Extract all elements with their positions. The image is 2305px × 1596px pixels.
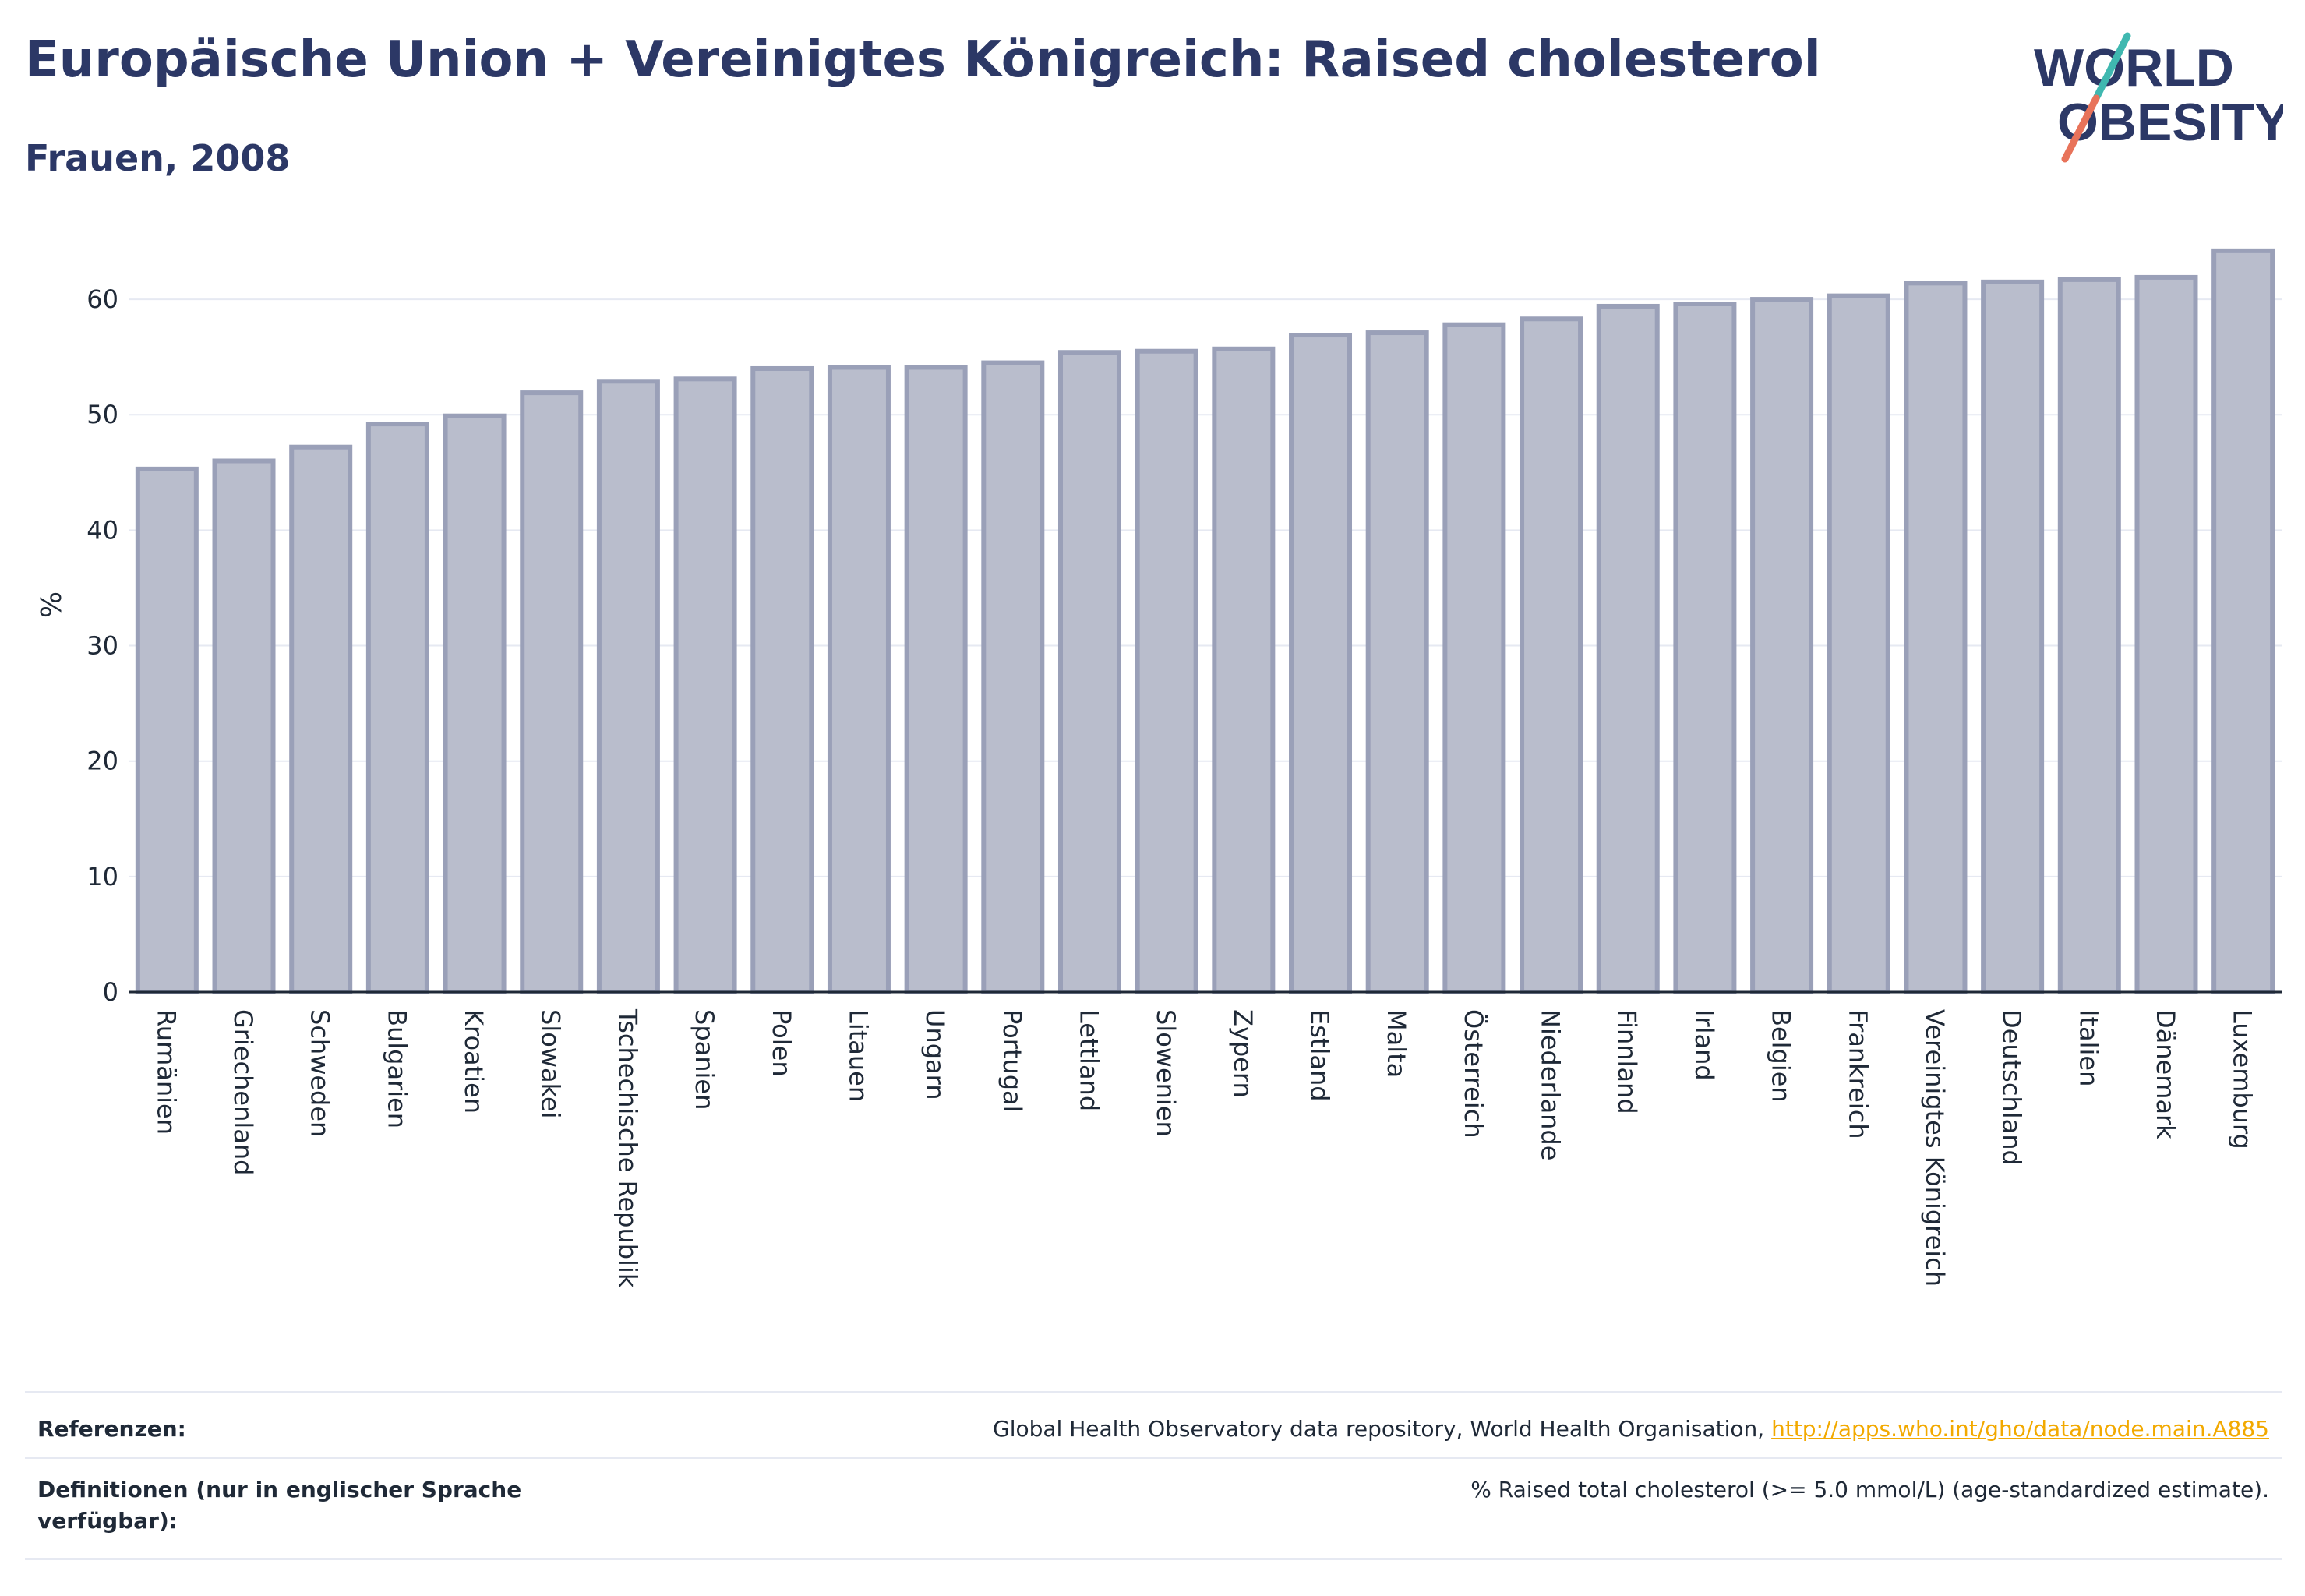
x-tick-label: Deutschland [1997,1009,2027,1166]
y-tick-label: 50 [86,400,118,429]
y-tick-label: 10 [86,862,118,892]
bar[interactable] [2057,277,2121,995]
bar[interactable] [1365,330,1429,994]
bar[interactable] [2211,248,2275,994]
x-tick-label: Luxemburg [2228,1009,2257,1149]
references-link[interactable]: http://apps.who.int/gho/data/node.main.A… [1771,1416,2269,1442]
footer: Referenzen: Global Health Observatory da… [25,1391,2282,1562]
bar[interactable] [1596,303,1660,995]
bar[interactable] [981,360,1045,994]
x-tick-label: Belgien [1767,1009,1796,1103]
bar[interactable] [365,422,429,994]
bar[interactable] [1289,333,1353,994]
references-text: Global Health Observatory data repositor… [993,1416,1772,1442]
bar[interactable] [827,365,891,995]
x-tick-label: Estland [1305,1009,1335,1102]
bar[interactable] [1827,293,1890,994]
x-tick-label: Vereinigtes Königreich [1920,1009,1950,1287]
x-tick-label: Griechenland [228,1009,258,1175]
y-tick-label: 0 [103,977,118,1007]
chart-subtitle: Frauen, 2008 [25,137,291,179]
x-tick-label: Bulgarien [382,1009,411,1128]
x-tick-label: Malta [1382,1009,1411,1078]
x-tick-label: Schweden [305,1009,335,1137]
x-tick-label: Ungarn [920,1009,950,1100]
x-tick-label: Tschechische Republik [612,1008,642,1288]
y-axis-label: % [36,591,68,618]
bar[interactable] [1057,350,1121,994]
bar[interactable] [2134,274,2198,995]
x-tick-label: Kroatien [459,1009,489,1114]
bar[interactable] [443,413,507,994]
bar[interactable] [750,365,814,994]
bar[interactable] [1520,316,1583,995]
x-tick-label: Frankreich [1843,1009,1873,1139]
footer-definitions-row: Definitionen (nur in englischer Sprache … [25,1457,2282,1560]
bar[interactable] [1442,322,1506,994]
x-tick-label: Polen [767,1009,796,1077]
footer-references-row: Referenzen: Global Health Observatory da… [25,1391,2282,1459]
y-axis-ticks: 0 10 20 30 40 50 60 [86,284,118,1007]
x-tick-label: Zypern [1228,1009,1258,1098]
logo-line1: WORLD [2034,38,2234,97]
bar[interactable] [1750,297,1814,995]
bar[interactable] [289,444,353,994]
x-tick-label: Irland [1689,1009,1719,1081]
bar[interactable] [212,458,276,994]
x-tick-label: Österreich [1459,1009,1488,1139]
bar[interactable] [1981,279,2045,995]
bar-chart: 0 10 20 30 40 50 60 Rumänien Griechenland Schwed… [36,248,2282,1288]
footer-bottom-border [25,1558,2282,1560]
bar[interactable] [904,365,968,995]
bar[interactable] [520,390,584,994]
y-tick-label: 60 [86,284,118,314]
x-tick-label: Italien [2074,1009,2103,1086]
y-tick-label: 40 [86,515,118,545]
references-label: Referenzen: [37,1416,186,1442]
x-tick-label: Litauen [843,1009,873,1102]
bar[interactable] [135,466,199,994]
definitions-value: % Raised total cholesterol (>= 5.0 mmol/… [1470,1477,2269,1502]
x-axis-ticks: Rumänien Griechenland Schweden Bulgarien Kro… [151,1008,2257,1288]
bars [135,248,2275,995]
x-tick-label: Slowakei [536,1009,566,1119]
x-tick-label: Finnland [1612,1009,1642,1114]
logo-slash-top [2092,32,2131,102]
world-obesity-logo: WORLD OBESITY [2034,32,2283,163]
chart-title: Europäische Union + Vereinigtes Königrei… [25,31,1821,89]
references-value: Global Health Observatory data repositor… [993,1414,2269,1445]
definitions-label: Definitionen (nur in englischer Sprache … [37,1477,522,1534]
x-tick-label: Portugal [997,1009,1027,1113]
y-tick-label: 20 [86,747,118,776]
x-tick-label: Niederlande [1536,1009,1565,1160]
x-tick-label: Lettland [1074,1009,1103,1111]
bar[interactable] [1904,281,1968,994]
bar[interactable] [1212,346,1276,994]
bar[interactable] [1673,302,1737,995]
x-tick-label: Rumänien [151,1009,181,1135]
y-tick-label: 30 [86,631,118,661]
bar[interactable] [673,376,737,994]
x-tick-label: Dänemark [2151,1009,2180,1139]
logo-slash-bottom [2061,94,2100,163]
x-tick-label: Spanien [690,1009,719,1110]
bar[interactable] [1135,348,1198,994]
x-tick-label: Slowenien [1151,1009,1181,1137]
bar[interactable] [596,379,660,994]
